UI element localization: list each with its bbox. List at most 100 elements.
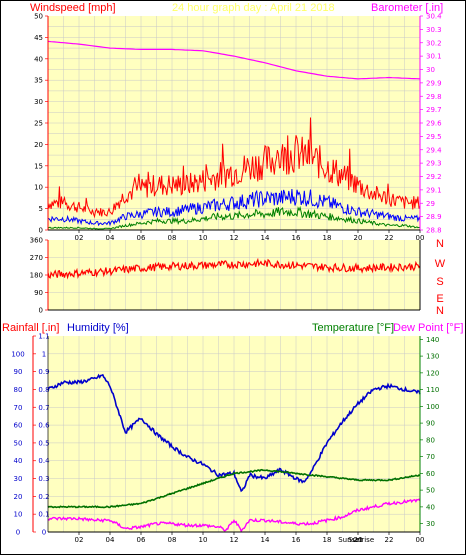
rainfall-y-label: 1.1: [38, 333, 49, 341]
humidity-x-label: 18: [323, 536, 332, 544]
temperature-axis-title: Temperature [°F]: [312, 322, 395, 334]
dewpoint-axis-title: Dew Point [°F]: [393, 322, 464, 334]
humidity-x-label: 10: [199, 536, 208, 544]
barometer-y-label: 28.9: [426, 213, 442, 221]
temperature-y-label: 130: [426, 353, 439, 361]
direction-y-label: 180: [30, 272, 43, 280]
wind-gust-line: [47, 117, 421, 219]
temperature-y-label: 40: [426, 503, 435, 511]
sunrise-label: Sunrise: [348, 536, 374, 544]
wind-average-line: [47, 189, 421, 227]
barometer-y-label: 29.4: [426, 146, 442, 154]
humidity-x-label: 14: [261, 536, 270, 544]
barometer-axis-title: Barometer [.in]: [371, 2, 444, 14]
barometer-y-label: 29.1: [426, 186, 442, 194]
barometer-y-label: 29.9: [426, 79, 442, 87]
wind-x-label: 12: [230, 234, 239, 242]
temperature-y-label: 120: [426, 369, 439, 377]
rainfall-y-label: 0.2: [38, 493, 49, 501]
humidity-y-label: 30: [14, 475, 23, 483]
graph-title: 24 hour graph day : April 21 2018: [172, 2, 335, 14]
humidity-y-label: 90: [14, 368, 23, 376]
temperature-y-label: 90: [426, 420, 435, 428]
temperature-y-label: 140: [426, 336, 439, 344]
humidity-x-label: 22: [385, 536, 394, 544]
direction-y-label: 360: [30, 237, 43, 245]
wind-y-label: 40: [34, 55, 43, 63]
temperature-y-label: 110: [426, 386, 439, 394]
rainfall-axis-title: Rainfall [.in]: [2, 322, 60, 334]
wind-x-label: 02: [75, 234, 84, 242]
barometer-line: [47, 40, 421, 80]
compass-label: N: [436, 238, 444, 250]
barometer-y-label: 28.8: [426, 227, 442, 235]
wind-y-label: 35: [34, 77, 43, 85]
temperature-y-label: 80: [426, 436, 435, 444]
wind-x-label: 00: [416, 234, 425, 242]
barometer-y-label: 29.2: [426, 173, 442, 181]
humidity-axis-title: Humidity [%]: [67, 322, 129, 334]
wind-y-label: 15: [34, 162, 43, 170]
barometer-y-label: 29.7: [426, 106, 442, 114]
wind-x-label: 06: [137, 234, 146, 242]
rainfall-y-label: 0.7: [38, 404, 49, 412]
wind-x-label: 08: [168, 234, 177, 242]
compass-label: N: [436, 305, 444, 317]
humidity-y-label: 70: [14, 404, 23, 412]
rainfall-y-label: 0: [42, 529, 46, 537]
wind-y-label: 25: [34, 120, 43, 128]
wind-x-label: 20: [354, 234, 363, 242]
compass-label: E: [436, 293, 443, 305]
wind-x-label: 04: [106, 234, 115, 242]
barometer-y-label: 30.3: [426, 26, 442, 34]
wind-y-label: 45: [34, 34, 43, 42]
compass-label: W: [435, 258, 446, 270]
humidity-x-label: 08: [168, 536, 177, 544]
wind-y-label: 30: [34, 98, 43, 106]
barometer-y-label: 29.3: [426, 160, 442, 168]
temperature-y-label: 30: [426, 520, 435, 528]
humidity-y-label: 60: [14, 422, 23, 430]
humidity-x-label: 00: [416, 536, 425, 544]
barometer-y-label: 29: [426, 200, 435, 208]
rainfall-y-label: 0.3: [38, 475, 49, 483]
humidity-y-label: 10: [14, 511, 23, 519]
windspeed-axis-title: Windspeed [mph]: [30, 2, 116, 14]
dewpoint-line: [47, 498, 421, 533]
wind-y-label: 20: [34, 141, 43, 149]
wind-x-label: 10: [199, 234, 208, 242]
rainfall-y-label: 0.1: [38, 511, 49, 519]
wind-direction-line: [47, 257, 421, 280]
humidity-y-label: 0: [16, 529, 20, 537]
rainfall-y-label: 0.9: [38, 368, 49, 376]
barometer-y-label: 30.4: [426, 13, 442, 21]
temperature-y-label: 100: [426, 403, 439, 411]
humidity-x-label: 04: [106, 536, 115, 544]
humidity-x-label: 06: [137, 536, 146, 544]
direction-y-label: 0: [39, 307, 43, 315]
humidity-x-label: 02: [75, 536, 84, 544]
wind-y-label: 50: [34, 13, 43, 21]
compass-label: S: [436, 276, 443, 288]
humidity-x-label: 12: [230, 536, 239, 544]
temperature-line: [47, 468, 421, 509]
humidity-y-label: 100: [11, 350, 24, 358]
wind-y-label: 10: [34, 184, 43, 192]
humidity-y-label: 50: [14, 439, 23, 447]
temperature-y-label: 60: [426, 470, 435, 478]
temperature-y-label: 70: [426, 453, 435, 461]
humidity-y-label: 20: [14, 493, 23, 501]
wind-x-label: 22: [385, 234, 394, 242]
wind-low-line: [47, 205, 421, 230]
barometer-y-label: 29.6: [426, 120, 442, 128]
barometer-y-label: 29.5: [426, 133, 442, 141]
wind-y-label: 0: [39, 227, 43, 235]
humidity-x-label: 20: [354, 536, 363, 544]
wind-x-label: 14: [261, 234, 270, 242]
barometer-y-label: 29.8: [426, 93, 442, 101]
rainfall-y-label: 0.8: [38, 386, 49, 394]
rainfall-y-label: 0.5: [38, 439, 49, 447]
humidity-y-label: 40: [14, 457, 23, 465]
wind-y-label: 5: [39, 205, 43, 213]
